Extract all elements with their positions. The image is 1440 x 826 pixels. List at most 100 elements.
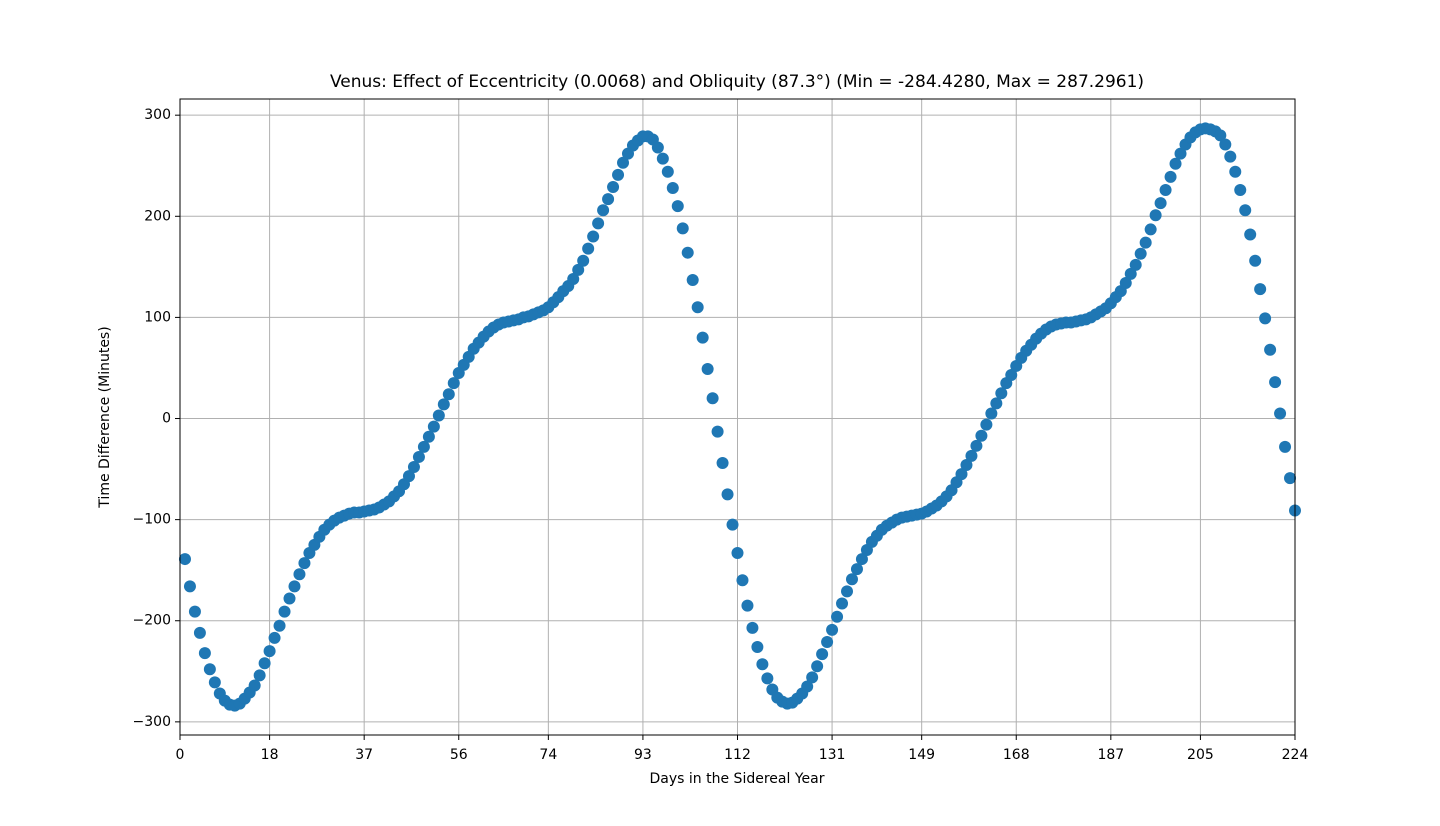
scatter-point xyxy=(671,200,684,213)
x-tick-label: 149 xyxy=(908,747,935,763)
scatter-point xyxy=(1124,267,1137,280)
scatter-point xyxy=(208,676,221,689)
scatter-point xyxy=(1169,157,1182,170)
scatter-point xyxy=(731,546,744,559)
scatter-point xyxy=(1164,170,1177,183)
x-tick-label: 56 xyxy=(450,747,468,763)
scatter-point xyxy=(746,621,759,634)
scatter-point xyxy=(1119,277,1132,290)
scatter-point xyxy=(1239,204,1252,217)
scatter-point xyxy=(761,672,774,685)
scatter-point xyxy=(721,488,734,501)
scatter-point xyxy=(582,242,595,255)
scatter-point xyxy=(656,152,669,165)
scatter-point xyxy=(1284,472,1297,485)
y-axis-label: Time Difference (Minutes) xyxy=(97,326,113,508)
scatter-point xyxy=(741,599,754,612)
scatter-point xyxy=(1129,258,1142,271)
scatter-point xyxy=(806,671,819,684)
scatter-point xyxy=(293,568,306,581)
scatter-point xyxy=(572,263,585,276)
scatter-point xyxy=(980,418,993,431)
scatter-point xyxy=(1214,129,1227,142)
scatter-point xyxy=(826,623,839,636)
scatter-point xyxy=(592,217,605,230)
scatter-point xyxy=(716,457,729,470)
scatter-point xyxy=(427,420,440,433)
scatter-point xyxy=(676,222,689,235)
plot-frame xyxy=(179,98,1296,736)
scatter-point xyxy=(612,168,625,181)
scatter-point xyxy=(417,440,430,453)
scatter-point xyxy=(263,645,276,658)
scatter-point xyxy=(442,388,455,401)
scatter-point xyxy=(985,407,998,420)
y-tick-label: −100 xyxy=(133,512,171,528)
scatter-point xyxy=(577,254,590,267)
scatter-point xyxy=(696,331,709,344)
scatter-point xyxy=(811,660,824,673)
scatter-point xyxy=(1149,209,1162,222)
x-tick-label: 224 xyxy=(1282,747,1309,763)
scatter-point xyxy=(432,409,445,422)
scatter-point xyxy=(1139,236,1152,249)
scatter-point xyxy=(188,605,201,618)
x-tick-label: 168 xyxy=(1003,747,1030,763)
scatter-point xyxy=(198,647,211,660)
scatter-point xyxy=(845,573,858,586)
x-tick-label: 18 xyxy=(261,747,279,763)
scatter-point xyxy=(273,619,286,632)
x-tick-label: 205 xyxy=(1187,747,1214,763)
y-tick-label: 0 xyxy=(162,411,171,427)
scatter-point xyxy=(1224,150,1237,163)
scatter-point xyxy=(975,429,988,442)
x-tick-label: 112 xyxy=(724,747,751,763)
x-tick-label: 37 xyxy=(355,747,373,763)
x-tick-label: 187 xyxy=(1097,747,1124,763)
scatter-point xyxy=(278,605,291,618)
scatter-point xyxy=(1274,407,1287,420)
scatter-point xyxy=(816,648,829,661)
scatter-point xyxy=(751,641,764,654)
x-tick-label: 74 xyxy=(539,747,557,763)
scatter-point xyxy=(821,635,834,648)
scatter-point xyxy=(686,273,699,286)
scatter-point xyxy=(651,141,664,154)
scatter-point xyxy=(1254,283,1267,296)
scatter-point xyxy=(602,193,615,206)
scatter-point xyxy=(437,398,450,411)
scatter-point xyxy=(258,657,271,670)
scatter-point xyxy=(407,461,420,474)
scatter-point xyxy=(447,377,460,390)
scatter-point xyxy=(248,679,261,692)
scatter-point xyxy=(836,597,849,610)
scatter-point xyxy=(756,658,769,671)
scatter-point xyxy=(661,165,674,178)
y-tick-label: −200 xyxy=(133,613,171,629)
scatter-point xyxy=(193,626,206,639)
scatter-point xyxy=(268,631,281,644)
scatter-point xyxy=(1174,147,1187,160)
y-tick-label: 200 xyxy=(144,208,171,224)
scatter-point xyxy=(1229,165,1242,178)
scatter-point xyxy=(850,563,863,576)
scatter-point xyxy=(1234,184,1247,197)
scatter-point xyxy=(801,680,814,693)
scatter-point xyxy=(1159,184,1172,197)
scatter-point xyxy=(1134,247,1147,260)
y-tick-label: −300 xyxy=(133,714,171,730)
scatter-point xyxy=(178,553,191,566)
scatter-point xyxy=(607,180,620,193)
chart-title: Venus: Effect of Eccentricity (0.0068) a… xyxy=(330,72,1144,92)
scatter-point xyxy=(1005,369,1018,382)
scatter-point xyxy=(203,663,216,676)
scatter-point xyxy=(726,518,739,531)
scatter-point xyxy=(1154,197,1167,210)
scatter-point xyxy=(283,592,296,605)
scatter-point xyxy=(995,387,1008,400)
scatter-point xyxy=(711,425,724,438)
scatter-point xyxy=(831,610,844,623)
